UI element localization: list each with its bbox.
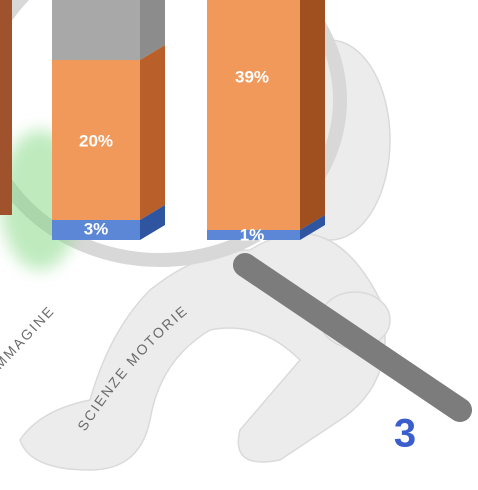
badge: 3: [394, 412, 416, 456]
bar-label: 3%: [84, 219, 109, 238]
bar-top-segment: [52, 0, 140, 60]
bar-label: 20%: [79, 131, 113, 150]
bar-label: 1%: [240, 225, 265, 244]
bar-edge: [0, 0, 12, 215]
bar: [207, 0, 325, 240]
bar-side: [140, 45, 165, 220]
bar-side: [300, 0, 325, 230]
curved-text: MMAGINE: [0, 302, 58, 372]
curved-text-path: MMAGINE: [0, 302, 58, 372]
illustration: 20% 3% 39% 1% MMAGINE SCIENZE MOTORIE 3: [0, 0, 478, 490]
bar-label: 39%: [235, 67, 269, 86]
bar-segment: [207, 0, 300, 230]
bar: [52, 0, 165, 240]
